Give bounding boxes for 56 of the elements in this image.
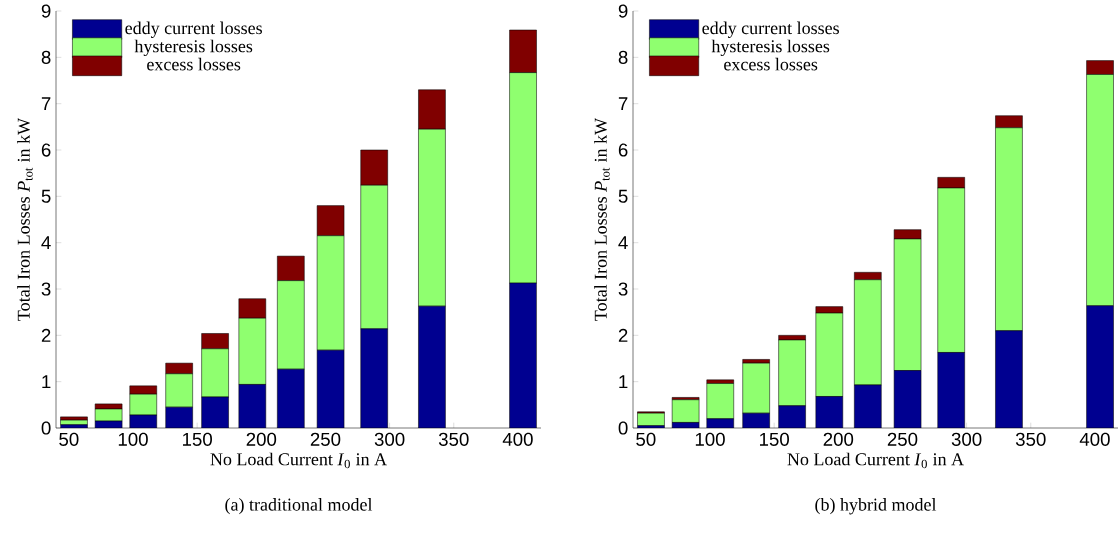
x-tick-label: 350 [1015,432,1046,446]
y-tick-label: 2 [618,328,628,342]
y-tick-label: 4 [618,236,628,250]
y-tick-label: 1 [619,375,628,389]
y-tick-label: 5 [618,189,628,203]
x-tick-label: 400 [1079,432,1110,446]
legend-label: eddy current losses [125,21,262,38]
bar [418,306,446,428]
legend-label: eddy current losses [702,21,839,38]
x-tick-label: 350 [438,432,469,446]
bar [360,328,388,428]
x-tick-label: 300 [951,432,982,446]
x-tick-label: 200 [823,432,854,446]
y-tick-label: 0 [41,421,51,435]
text: (a) traditional model [225,498,373,515]
y-tick-label: 1 [42,375,51,389]
bar [317,350,345,428]
y-tick-label: 9 [618,4,628,18]
legend-label: hysteresis losses [134,39,253,57]
bar [201,396,229,428]
y-tick-label: 6 [41,143,51,157]
y-tick-label: 5 [41,189,51,203]
y-tick-label: 2 [41,328,51,342]
x-tick-label: 50 [636,432,656,446]
y-tick-label: 8 [41,50,51,64]
x-tick-label: 100 [695,432,725,446]
y-axis-title: Total Iron Losses P$_{tot}$ in kW [594,117,610,321]
y-tick-label: 9 [41,4,51,18]
x-tick-label: 150 [759,432,789,446]
x-tick-label: 300 [374,432,405,446]
x-tick-label: 50 [59,432,79,446]
bar [637,412,665,426]
x-axis-title: No Load Current I$_{0}$ in A [210,452,387,469]
x-tick-label: 250 [310,432,341,446]
legend-label: excess losses [724,57,818,71]
legend-label: excess losses [147,57,241,71]
x-tick-label: 150 [182,432,212,446]
y-tick-label: 7 [618,97,628,111]
x-tick-label: 200 [246,432,277,446]
x-axis-title: No Load Current I$_{0}$ in A [787,452,964,469]
y-tick-label: 7 [41,97,51,111]
bar [509,282,537,428]
bar [277,369,305,428]
x-tick-label: 400 [502,432,533,446]
bar [238,384,266,428]
y-tick-label: 8 [618,50,628,64]
y-tick-label: 3 [618,282,628,296]
y-tick-label: 4 [41,236,51,250]
text: (b) hybrid model [815,498,937,515]
x-tick-label: 100 [118,432,148,446]
x-tick-label: 250 [887,432,918,446]
legend-label: hysteresis losses [711,39,830,57]
y-tick-label: 6 [618,143,628,157]
y-tick-label: 3 [41,282,51,296]
y-tick-label: 0 [618,421,628,435]
y-axis-title: Total Iron Losses P$_{tot}$ in kW [17,117,33,321]
